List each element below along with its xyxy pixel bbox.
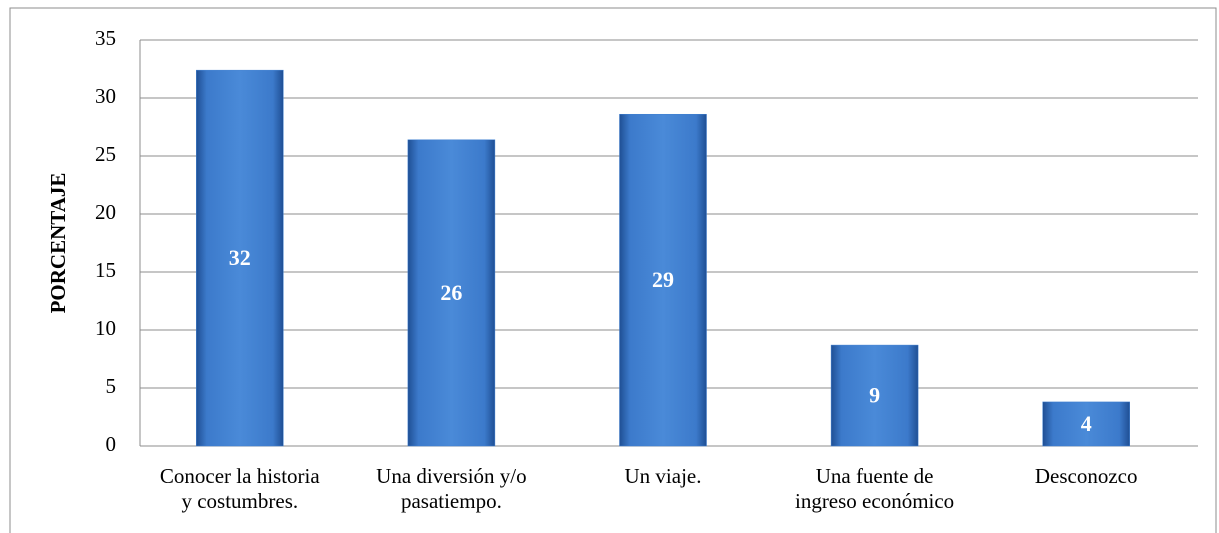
y-tick-label: 10 [95, 316, 116, 340]
bar [830, 344, 919, 447]
y-tick-label: 30 [95, 84, 116, 108]
x-tick-label: Conocer la historia y costumbres. [160, 464, 320, 513]
data-label: 4 [1081, 411, 1092, 436]
x-tick-label: Una diversión y/o pasatiempo. [376, 464, 526, 513]
x-tick-label: Desconozco [1035, 464, 1138, 488]
data-label: 32 [229, 245, 251, 270]
chart-frame [9, 7, 1217, 533]
y-tick-label: 20 [95, 200, 116, 224]
bar [1042, 401, 1130, 447]
y-tick-label: 25 [95, 142, 116, 166]
y-axis-label: PORCENTAJE [46, 173, 70, 314]
data-label: 9 [869, 383, 880, 408]
y-tick-label: 15 [95, 258, 116, 282]
x-tick-label: Un viaje. [625, 464, 702, 488]
bar [407, 139, 496, 447]
x-tick-label: Una fuente de ingreso económico [795, 464, 954, 513]
data-label: 29 [652, 267, 674, 292]
bar [196, 69, 284, 447]
y-tick-label: 35 [95, 26, 116, 50]
y-tick-label: 5 [106, 374, 117, 398]
bar [619, 113, 707, 447]
data-label: 26 [440, 280, 462, 305]
y-tick-label: 0 [106, 432, 117, 456]
